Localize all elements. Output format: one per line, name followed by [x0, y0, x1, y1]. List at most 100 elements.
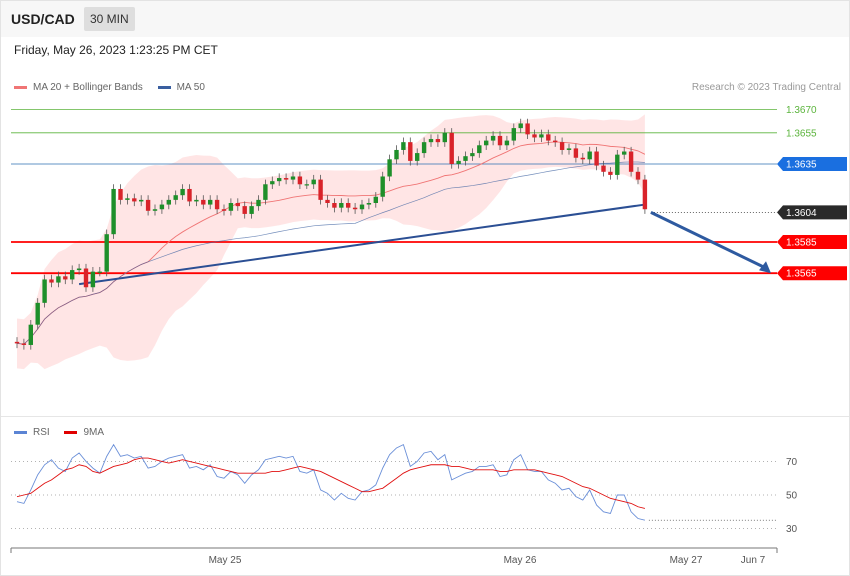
candle-body	[490, 135, 496, 141]
candle-body	[401, 142, 406, 150]
legend-ma50: MA 50	[176, 82, 205, 93]
candle-body	[28, 324, 33, 345]
candle-body	[228, 203, 234, 211]
x-tick-label: Jun 7	[741, 555, 766, 566]
ma50-line	[16, 161, 645, 345]
candle-body	[366, 203, 372, 205]
candle-body	[484, 140, 489, 146]
candle-body	[290, 176, 296, 180]
candle-body	[546, 134, 551, 141]
candle-body	[63, 276, 68, 280]
candle-body	[525, 123, 530, 135]
price-tag-1.3635	[777, 157, 847, 171]
candle-body	[152, 209, 158, 211]
candle-body	[14, 341, 20, 344]
candle-body	[497, 135, 503, 146]
candle-body	[635, 171, 641, 180]
candle-body	[470, 153, 475, 157]
candle-body	[111, 188, 116, 235]
candle-body	[90, 271, 96, 288]
legend-rsi: RSI	[33, 427, 50, 438]
candle-body	[201, 199, 206, 205]
candle-body	[463, 156, 468, 161]
price-label-1.3635: 1.3635	[786, 160, 817, 171]
legend-ma20-bb: MA 20 + Bollinger Bands	[33, 82, 143, 93]
candle-body	[208, 199, 213, 205]
instrument-title: USD/CAD	[11, 11, 75, 27]
rsi-swatch-icon	[14, 431, 27, 434]
timestamp: Friday, May 26, 2023 1:23:25 PM CET	[14, 43, 218, 57]
candle-body	[518, 123, 523, 129]
candle-body	[380, 176, 385, 197]
candle-body	[76, 268, 82, 271]
rsi-line	[16, 443, 646, 521]
candle-body	[42, 279, 47, 303]
candle-body	[415, 153, 420, 161]
trend-line	[78, 203, 646, 286]
ma20-swatch-icon	[14, 86, 27, 89]
candle-body	[332, 203, 337, 208]
x-tick-label: May 27	[670, 555, 703, 566]
rsi-tick-30: 30	[786, 524, 798, 535]
rsi-ma-swatch-icon	[64, 431, 78, 434]
rsi-legend: RSI 9MA	[14, 427, 116, 438]
candle-body	[539, 134, 544, 138]
candle-body	[339, 203, 344, 208]
candle-body	[311, 179, 316, 185]
candle-body	[622, 151, 627, 155]
rsi-tick-70: 70	[786, 457, 798, 468]
candle-body	[187, 188, 192, 202]
panel-divider	[1, 416, 849, 417]
candle-body	[559, 142, 565, 150]
candle-body	[566, 148, 572, 150]
candle-body	[421, 142, 427, 154]
candle-body	[456, 160, 461, 164]
candle-body	[56, 276, 61, 283]
candle-body	[477, 145, 482, 154]
candle-body	[615, 154, 620, 175]
candle-body	[580, 157, 585, 160]
price-tag-1.3585	[777, 235, 847, 249]
candle-body	[449, 132, 454, 164]
candle-body	[49, 279, 54, 283]
candle-body	[532, 134, 537, 138]
candle-body	[166, 199, 171, 205]
candle-body	[553, 140, 558, 143]
candle-body	[511, 128, 516, 141]
candle-body	[263, 184, 268, 200]
candle-body	[608, 171, 613, 175]
candle-body	[387, 159, 392, 177]
candle-body	[139, 199, 144, 202]
candle-body	[35, 302, 40, 325]
candle-body	[428, 139, 434, 143]
candle-body	[132, 198, 137, 202]
timeframe-badge[interactable]: 30 MIN	[84, 7, 135, 31]
candle-body	[373, 196, 378, 203]
candle-body	[318, 179, 323, 200]
candle-body	[283, 178, 289, 180]
candle-body	[352, 207, 358, 210]
candle-body	[394, 149, 399, 160]
candle-body	[125, 198, 130, 200]
price-label-1.3585: 1.3585	[786, 238, 817, 249]
x-tick-label: May 25	[209, 555, 242, 566]
candle-body	[180, 188, 185, 196]
candle-body	[235, 203, 240, 207]
candle-body	[504, 140, 510, 146]
candle-body	[601, 165, 606, 172]
candle-body	[408, 142, 413, 161]
candle-body	[277, 178, 282, 182]
candle-body	[214, 199, 220, 210]
candle-body	[573, 148, 579, 158]
candle-body	[242, 206, 247, 214]
candle-body	[194, 199, 199, 202]
candle-body	[359, 204, 365, 210]
candle-body	[628, 151, 634, 172]
price-legend: MA 20 + Bollinger Bands MA 50	[14, 82, 217, 93]
candle-body	[70, 270, 75, 280]
candle-body	[97, 271, 102, 273]
price-label-1.3655: 1.3655	[786, 128, 817, 139]
rsi-ma-line	[16, 457, 646, 509]
